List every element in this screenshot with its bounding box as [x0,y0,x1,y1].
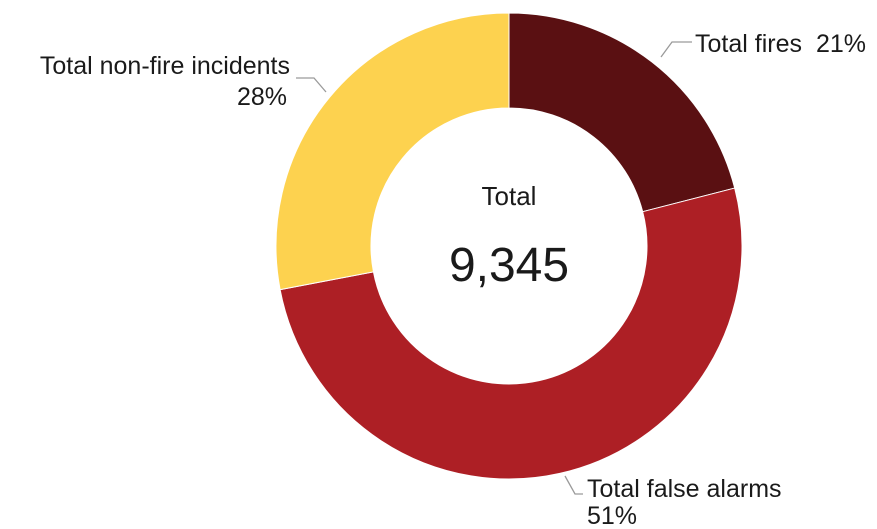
label-total-fires-name: Total fires [695,30,802,58]
center-label: Total [482,181,537,211]
label-total-false-alarms-name: Total false alarms [587,475,782,503]
donut-slices [275,12,743,480]
slice-total-non-fire-incidents [275,12,510,291]
leader-line-non-fire [296,77,327,93]
label-total-non-fire-value: 28% [237,83,287,111]
label-total-false-alarms-value: 51% [587,502,637,529]
label-total-fires-value: 21% [816,30,866,58]
center-value: 9,345 [449,239,569,292]
label-total-non-fire-name: Total non-fire incidents [40,52,290,80]
slice-total-false-alarms [279,187,743,480]
leader-line-fires [660,41,692,58]
label-total-fires: Total fires 21% [695,30,866,58]
leader-line-false-alarms [564,475,583,495]
slice-total-fires [508,12,736,213]
